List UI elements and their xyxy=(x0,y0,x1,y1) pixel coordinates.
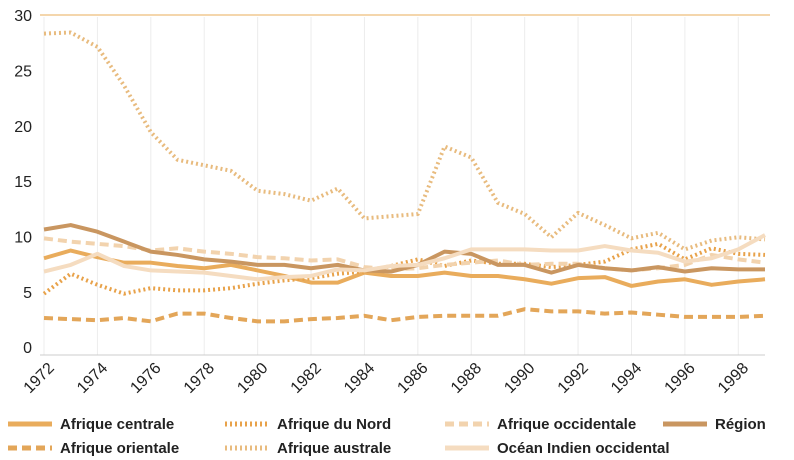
series-line xyxy=(43,233,766,282)
series-line xyxy=(42,241,766,296)
x-tick-label: 1974 xyxy=(74,360,111,397)
legend-label: Afrique centrale xyxy=(60,416,174,433)
y-tick-label: 0 xyxy=(23,340,32,357)
x-tick-label: 1988 xyxy=(448,360,485,397)
y-tick-label: 15 xyxy=(14,174,32,191)
x-tick-label: 1972 xyxy=(21,360,58,397)
grid: 0 5 10 15 20 25 30 1972 1974 1976 1978 1980 1982 1984… xyxy=(14,8,765,397)
legend: Afrique centrale Afrique du Nord Afrique o… xyxy=(8,416,766,457)
series-line xyxy=(43,223,765,275)
y-tick-label: 25 xyxy=(14,64,32,81)
x-tick-label: 1980 xyxy=(234,360,271,397)
x-tick-label: 1998 xyxy=(715,360,752,397)
legend-label: Afrique australe xyxy=(277,440,391,457)
y-tick-label: 20 xyxy=(14,119,32,136)
x-tick-label: 1994 xyxy=(608,360,645,397)
x-tick-label: 1986 xyxy=(394,360,431,397)
legend-label: Région xyxy=(715,416,766,433)
legend-label: Afrique du Nord xyxy=(277,416,391,433)
y-tick-label: 30 xyxy=(14,8,32,25)
x-tick-label: 1990 xyxy=(501,360,538,397)
x-tick-label: 1978 xyxy=(181,360,218,397)
plot xyxy=(42,30,766,324)
series-line xyxy=(43,307,766,324)
x-tick-label: 1984 xyxy=(341,360,378,397)
x-tick-label: 1992 xyxy=(555,360,592,397)
x-tick-label: 1982 xyxy=(288,360,325,397)
legend-label: Afrique occidentale xyxy=(497,416,636,433)
series-line xyxy=(43,30,766,252)
series-line xyxy=(43,248,766,288)
legend-label: Océan Indien occidental xyxy=(497,440,670,457)
y-tick-label: 10 xyxy=(14,230,32,247)
x-tick-label: 1976 xyxy=(127,360,164,397)
y-tick-label: 5 xyxy=(23,285,32,302)
legend-label: Afrique orientale xyxy=(60,440,179,457)
x-tick-label: 1996 xyxy=(662,360,699,397)
